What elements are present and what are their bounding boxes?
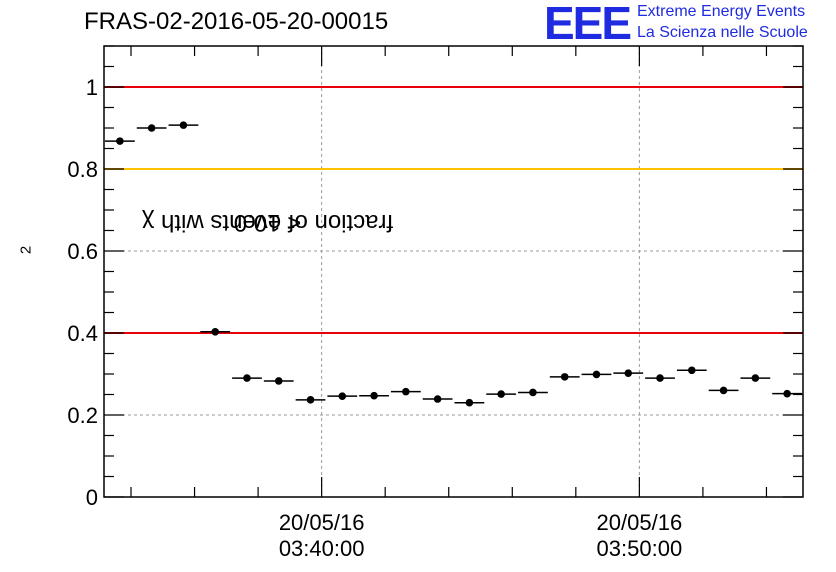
data-point — [179, 121, 188, 129]
data-point — [433, 395, 442, 403]
y-tick-label: 0.2 — [67, 403, 98, 428]
data-point — [783, 389, 791, 398]
x-tick-label-time: 03:40:00 — [279, 536, 365, 561]
axes — [103, 45, 804, 498]
x-tick-label-date: 20/05/16 — [597, 510, 683, 535]
data-point — [687, 366, 696, 375]
data-point — [211, 327, 220, 336]
data-point — [529, 388, 537, 397]
data-point — [116, 137, 124, 145]
data-points — [105, 121, 802, 407]
data-point — [497, 390, 505, 398]
logo-text-line1: Extreme Energy Events — [637, 3, 806, 20]
y-tick-label: 0 — [86, 485, 98, 510]
data-point — [751, 374, 760, 382]
y-tick-label: 0.8 — [67, 157, 98, 182]
y-axis-label-sup: 2 — [17, 245, 35, 255]
data-point — [306, 396, 315, 404]
x-tick-label-time: 03:50:00 — [597, 536, 683, 561]
data-point — [560, 373, 569, 381]
logo-text-line2: La Scienza nelle Scuole — [637, 24, 808, 41]
eee-logo: EEE — [544, 0, 632, 49]
reference-lines — [104, 86, 803, 334]
data-point — [719, 386, 728, 395]
data-point — [243, 374, 251, 382]
data-point — [370, 391, 378, 400]
data-point — [274, 377, 283, 385]
x-tick-label-date: 20/05/16 — [279, 510, 365, 535]
data-point — [624, 369, 633, 377]
data-point — [465, 398, 474, 407]
data-point — [338, 392, 347, 400]
y-axis-label-suffix: < 10.0 — [233, 209, 302, 237]
gridlines — [104, 46, 803, 497]
plot-frame — [103, 45, 804, 498]
y-tick-label: 0.4 — [67, 321, 98, 346]
y-tick-labels: 0 0.2 0.4 0.6 0.8 1 — [67, 75, 98, 510]
data-point — [147, 124, 156, 132]
data-point — [656, 374, 664, 382]
chart-title: FRAS-02-2016-05-20-00015 — [84, 8, 389, 35]
y-tick-label: 1 — [86, 75, 98, 100]
data-point — [402, 387, 410, 396]
data-point — [592, 370, 601, 379]
y-tick-label: 0.6 — [67, 239, 98, 264]
